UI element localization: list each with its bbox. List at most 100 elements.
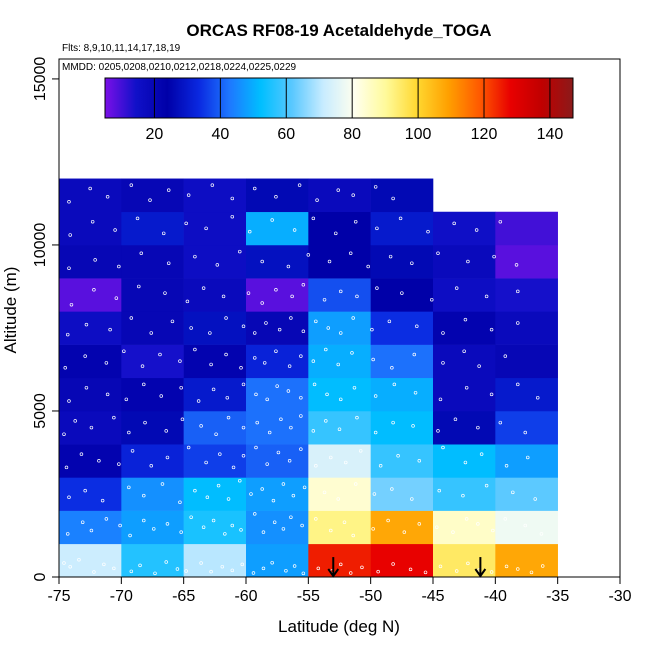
sample-point: [102, 562, 106, 567]
sample-point: [311, 216, 316, 221]
heatmap-cell: [495, 444, 558, 478]
sample-point: [300, 523, 304, 528]
sample-point: [348, 571, 353, 575]
sample-point: [129, 569, 134, 574]
sample-point: [504, 464, 509, 468]
sample-point: [149, 331, 154, 335]
heatmap-cell: [370, 510, 434, 545]
sample-point: [73, 419, 77, 423]
sample-point: [351, 193, 355, 197]
sample-point: [249, 492, 253, 496]
sample-point: [179, 385, 183, 390]
sample-point: [159, 394, 163, 398]
sample-point: [151, 527, 156, 531]
sample-point: [193, 347, 197, 352]
heatmap-cell: [121, 211, 184, 246]
arrow-head: [327, 568, 340, 578]
colorbar-tick-label: 40: [211, 126, 229, 143]
sample-point: [477, 364, 481, 368]
sample-point: [503, 517, 508, 521]
sample-point: [104, 361, 109, 365]
heatmap-cell: [121, 244, 184, 279]
sample-point: [189, 326, 193, 330]
sample-point: [336, 188, 341, 192]
sample-point: [255, 420, 259, 425]
sample-point: [185, 299, 190, 304]
sample-point: [220, 564, 225, 569]
sample-point: [218, 452, 222, 456]
sample-point: [360, 565, 364, 570]
sample-point: [451, 530, 455, 534]
sample-point: [336, 362, 341, 367]
heatmap-cell: [121, 344, 184, 379]
heatmap-cell: [59, 244, 122, 279]
sample-point: [327, 259, 332, 264]
sample-point: [441, 361, 445, 365]
sample-point: [287, 364, 292, 368]
sample-point: [254, 445, 258, 450]
sample-point: [226, 415, 231, 420]
sample-point: [390, 487, 394, 491]
x-axis-label: Latitude (deg N): [278, 617, 400, 636]
sample-point: [270, 560, 274, 565]
sample-point: [375, 226, 379, 231]
sample-point: [127, 430, 131, 435]
sample-point: [175, 567, 180, 571]
sample-point: [240, 562, 245, 567]
heatmap-cell: [121, 377, 184, 412]
heatmap-cell: [183, 410, 247, 445]
sample-point: [504, 564, 509, 569]
heatmap-cell: [433, 278, 496, 312]
sample-point: [378, 464, 383, 468]
x-tick-label: -65: [172, 588, 195, 605]
sample-point: [204, 460, 208, 465]
heatmap-cell: [308, 477, 371, 511]
heatmap-cell: [370, 311, 434, 345]
sample-point: [209, 362, 213, 367]
sample-point: [491, 528, 495, 533]
sample-point: [415, 324, 419, 329]
x-tick-label: -50: [359, 588, 382, 605]
sample-point: [322, 490, 327, 495]
sample-point: [105, 392, 110, 397]
sample-point: [238, 249, 242, 254]
sample-point: [498, 219, 503, 224]
sample-point: [350, 351, 354, 355]
sample-point: [138, 563, 142, 568]
sample-point: [88, 186, 92, 191]
sample-point: [262, 361, 267, 365]
sample-point: [386, 518, 390, 523]
y-tick-label: 10000: [32, 223, 49, 268]
sample-point: [426, 229, 430, 234]
sample-point: [129, 183, 134, 187]
sample-point: [178, 359, 182, 363]
sample-point: [67, 266, 71, 270]
sample-point: [301, 571, 306, 576]
sample-point: [479, 452, 484, 456]
sample-point: [274, 349, 278, 353]
sample-point: [204, 226, 208, 231]
colorbar-tick-label: 140: [537, 126, 564, 143]
sample-point: [122, 349, 126, 353]
sample-point: [523, 523, 528, 528]
sample-point: [100, 498, 105, 503]
sample-point: [208, 331, 212, 335]
sample-point: [239, 528, 243, 532]
sample-point: [65, 332, 70, 337]
sample-point: [92, 570, 96, 574]
sample-point: [238, 478, 242, 483]
heatmap-cell: [59, 510, 122, 545]
heatmap-cell: [246, 344, 309, 379]
x-tick-label: -55: [297, 588, 320, 605]
sample-point: [264, 321, 268, 325]
heatmap-cell: [370, 477, 434, 511]
sample-point: [164, 429, 168, 433]
sample-point: [251, 571, 256, 575]
sample-point: [314, 517, 318, 521]
sample-point: [139, 251, 144, 256]
sample-point: [241, 382, 246, 387]
sample-point: [223, 532, 227, 536]
sample-point: [324, 347, 328, 352]
sample-point: [315, 198, 319, 202]
